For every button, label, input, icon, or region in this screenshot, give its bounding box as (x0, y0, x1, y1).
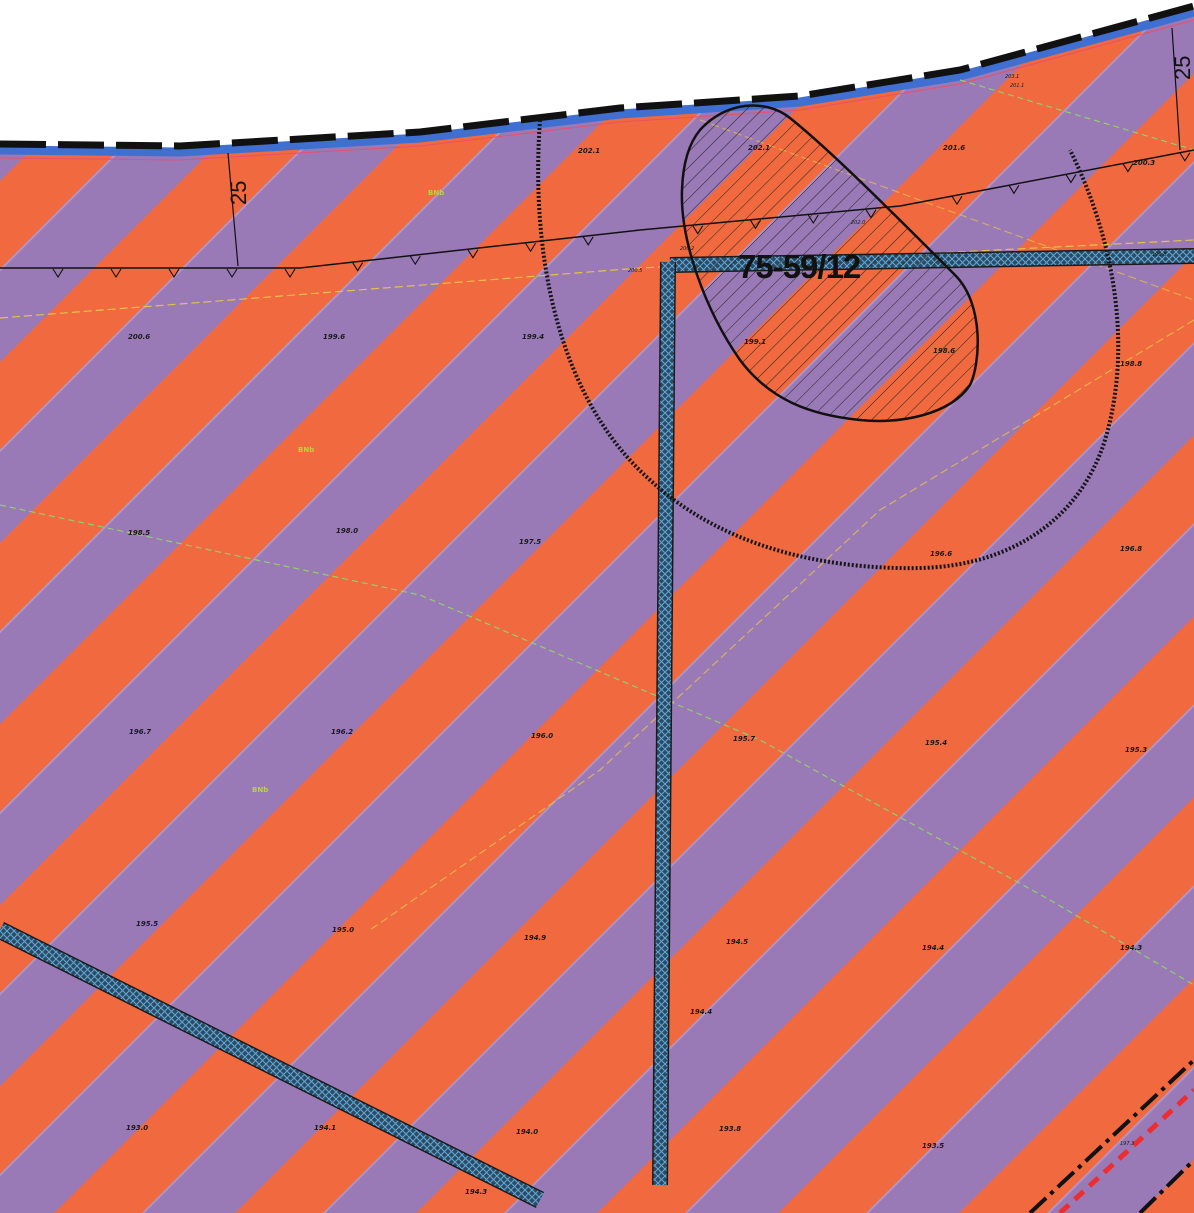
elevation-label: 194.0 (516, 1128, 538, 1136)
elevation-label: 195.3 (1125, 746, 1147, 754)
setback-left-label: 25 (226, 181, 251, 205)
elevation-label: 198.0 (336, 527, 358, 535)
zone-tag: BNb (298, 446, 314, 454)
elevation-labels: 202.1 201.6 200.3 202.1 200.6 199.6 199.… (126, 74, 1166, 1196)
elevation-label: 200.5 (628, 268, 642, 274)
elevation-label: 202.1 (748, 144, 770, 152)
parcel-number-label: 75-59/12 (738, 248, 861, 285)
elevation-label: 193.5 (922, 1142, 944, 1150)
elevation-label: 200.2 (680, 246, 694, 252)
setback-right-label: 25 (1170, 56, 1194, 80)
elevation-label: 195.4 (925, 739, 947, 747)
elevation-label: 196.7 (129, 728, 151, 736)
elevation-label: 198.6 (933, 347, 955, 355)
railway-lines (1028, 1058, 1194, 1213)
land-zone (0, 10, 1194, 1213)
elevation-label: 195.5 (136, 920, 158, 928)
elevation-label: 200.3 (1133, 159, 1155, 167)
elevation-label: 193.0 (126, 1124, 148, 1132)
elevation-label: 199.8 (1152, 252, 1166, 258)
elevation-label: 196.2 (331, 728, 353, 736)
elevation-label: 201.1 (1010, 83, 1024, 89)
elevation-label: 194.3 (1120, 944, 1142, 952)
setback-dimension-left: 25 (226, 152, 251, 267)
elevation-label: 196.0 (531, 732, 553, 740)
elevation-label: 198.8 (1120, 360, 1142, 368)
elevation-label: 197.5 (519, 538, 541, 546)
dotted-circle (536, 119, 1121, 571)
elevation-label: 194.1 (314, 1124, 336, 1132)
elevation-label: 194.5 (726, 938, 748, 946)
elevation-label: 199.4 (522, 333, 544, 341)
elevation-label: 193.8 (719, 1125, 741, 1133)
setback-dimension-right: 25 (1170, 27, 1194, 151)
elevation-label: 196.6 (930, 550, 952, 558)
elevation-label: 194.4 (690, 1008, 712, 1016)
elevation-label: 195.7 (733, 735, 755, 743)
elevation-label: 194.3 (465, 1188, 487, 1196)
elevation-label: 202.0 (851, 220, 865, 226)
elevation-label: 194.9 (524, 934, 546, 942)
zone-tag: BNb (428, 189, 444, 197)
elevation-label: 203.1 (1005, 74, 1019, 80)
elevation-label: 195.0 (332, 926, 354, 934)
elevation-label: 201.6 (943, 144, 965, 152)
elevation-label: 198.5 (128, 529, 150, 537)
zone-tags: BNb BNb BNb (252, 189, 444, 794)
elevation-label: 199.1 (744, 338, 766, 346)
zone-tag: BNb (252, 786, 268, 794)
elevation-label: 194.4 (922, 944, 944, 952)
elevation-label: 202.1 (578, 147, 600, 155)
elevation-label: 199.6 (323, 333, 345, 341)
northern-boundary (0, 2, 1194, 161)
elevation-label: 200.6 (128, 333, 150, 341)
elevation-label: 196.8 (1120, 545, 1142, 553)
elevation-label: 197.3 (1120, 1141, 1134, 1147)
